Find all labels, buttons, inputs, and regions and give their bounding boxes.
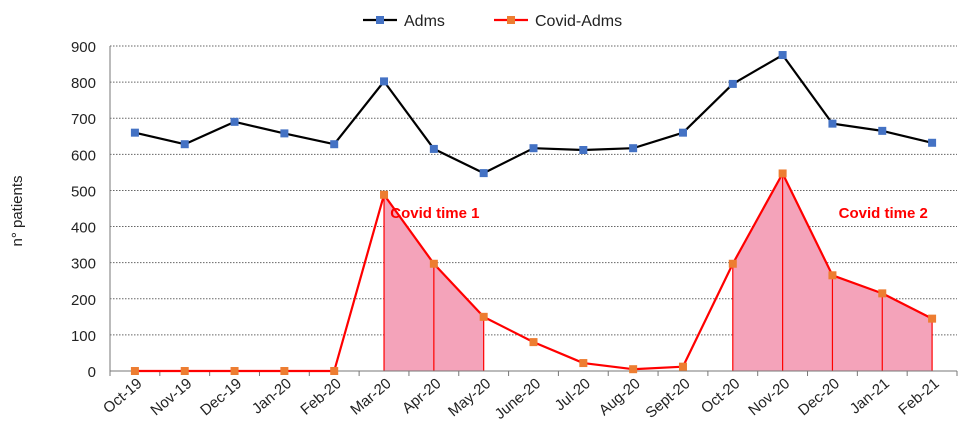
data-point: [429, 259, 438, 268]
data-point: [878, 126, 887, 135]
data-point: [629, 365, 638, 374]
x-tick-label: May-20: [445, 375, 494, 420]
data-point: [678, 362, 687, 371]
legend-marker: [376, 16, 384, 24]
y-tick-label: 900: [71, 39, 96, 56]
y-tick-labels: 0 100 200 300 400 500 600 700 800 900: [71, 39, 96, 381]
y-tick-label: 400: [71, 220, 96, 237]
data-point: [130, 367, 139, 375]
series-line: [134, 53, 933, 175]
data-point: [828, 119, 837, 128]
x-tick-label: Dec-20: [795, 375, 843, 419]
data-point: [479, 169, 488, 178]
y-tick-label: 700: [71, 111, 96, 128]
x-tick-label: Jul-20: [552, 375, 594, 414]
data-point: [728, 79, 737, 88]
data-point: [928, 138, 937, 147]
data-point: [579, 146, 588, 154]
data-point: [629, 144, 638, 153]
y-tick-label: 300: [71, 256, 96, 273]
annotation-label: Covid time 1: [390, 205, 479, 222]
x-tick-label: Jan-20: [249, 375, 295, 418]
x-tick-label: Oct-19: [100, 375, 145, 417]
x-tick-label: Nov-19: [147, 375, 195, 419]
legend-label: Covid-Adms: [535, 13, 622, 30]
x-tick-label: Mar-20: [347, 375, 394, 419]
x-tick-label: Jan-21: [847, 375, 893, 418]
y-tick-label: 100: [71, 328, 96, 345]
x-tick-labels: Oct-19 Nov-19 Dec-19 Jan-20 Feb-20 Mar-20 Apr-…: [100, 375, 943, 423]
x-tick-label: Nov-20: [745, 375, 793, 419]
y-tick-label: 800: [71, 75, 96, 92]
annotation-label: Covid time 2: [839, 205, 928, 222]
y-tick-label: 500: [71, 183, 96, 200]
data-point: [678, 128, 687, 137]
data-point: [529, 338, 538, 347]
data-point: [280, 367, 289, 375]
x-tick-label: Feb-21: [895, 375, 942, 419]
data-point: [380, 77, 389, 86]
data-point: [529, 144, 538, 153]
data-point: [828, 271, 837, 280]
annotations: Covid time 1 Covid time 2: [390, 205, 928, 222]
y-tick-label: 600: [71, 147, 96, 164]
legend-marker: [507, 16, 515, 24]
data-point: [230, 117, 239, 126]
data-point: [130, 128, 139, 137]
data-point: [180, 367, 189, 375]
x-tick-label: Aug-20: [596, 375, 644, 419]
x-tick-label: Dec-19: [197, 375, 245, 419]
data-point: [380, 190, 389, 199]
legend-label: Adms: [404, 13, 445, 30]
data-point: [579, 359, 588, 368]
data-point: [778, 51, 787, 60]
data-point: [878, 289, 887, 298]
legend: Adms Covid-Adms: [363, 13, 622, 30]
data-point: [928, 314, 937, 323]
x-tick-label: Apr-20: [399, 375, 444, 417]
x-tick-label: Feb-20: [297, 375, 344, 419]
x-tick-label: Oct-20: [698, 375, 743, 417]
y-axis-label: n° patients: [9, 175, 26, 246]
series-markers: [130, 51, 937, 375]
data-point: [778, 169, 787, 178]
data-point: [429, 144, 438, 153]
x-tick-label: Sept-20: [642, 375, 693, 422]
data-point: [330, 140, 339, 149]
data-point: [280, 129, 289, 138]
data-point: [330, 367, 339, 375]
y-tick-label: 0: [88, 364, 96, 381]
data-point: [180, 140, 189, 149]
shaded-regions: [383, 173, 933, 371]
y-tick-label: 200: [71, 292, 96, 309]
x-tick-label: June-20: [492, 375, 544, 423]
grid-lines: [110, 45, 957, 336]
data-point: [728, 259, 737, 268]
data-point: [479, 312, 488, 321]
data-point: [230, 367, 239, 375]
